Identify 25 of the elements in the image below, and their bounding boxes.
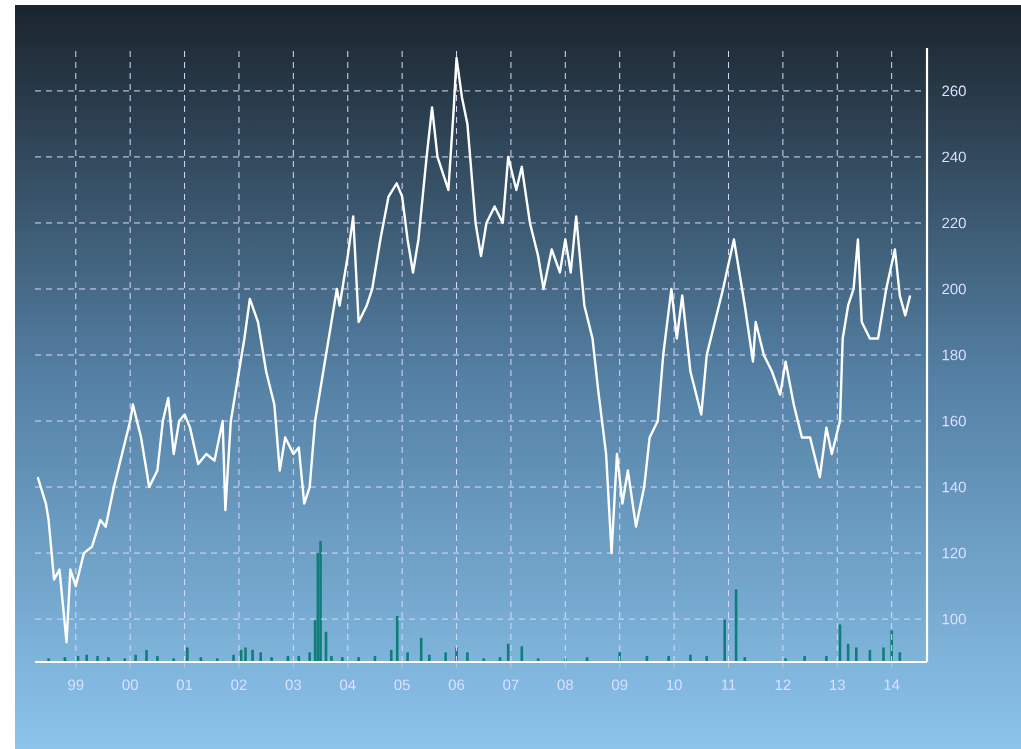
- y-tick-label: 240: [942, 151, 966, 163]
- y-tick-label: 140: [942, 481, 966, 493]
- y-tick-label: 180: [942, 349, 966, 361]
- y-tick-label: 120: [942, 547, 966, 559]
- x-tick-label: 11: [721, 679, 736, 690]
- x-tick-label: 08: [557, 679, 573, 691]
- y-tick-label: 100: [942, 613, 966, 625]
- x-tick-label: 99: [68, 679, 84, 691]
- x-tick-label: 13: [830, 679, 845, 691]
- y-tick-label: 260: [942, 85, 966, 97]
- x-tick-label: 09: [611, 679, 628, 691]
- x-tick-label: 06: [448, 679, 465, 691]
- x-tick-label: 12: [775, 679, 791, 690]
- x-tick-label: 10: [666, 679, 682, 691]
- x-tick-label: 03: [285, 679, 302, 691]
- x-tick-label: 04: [340, 679, 356, 691]
- x-tick-label: 02: [231, 679, 247, 691]
- x-tick-label: 14: [884, 679, 900, 690]
- y-tick-label: 220: [942, 217, 966, 229]
- x-tick-label: 01: [176, 679, 193, 691]
- y-tick-label: 200: [942, 283, 966, 295]
- y-tick-label: 160: [942, 415, 966, 427]
- x-tick-label: 05: [394, 679, 410, 691]
- x-tick-label: 00: [122, 679, 138, 691]
- x-tick-label: 07: [503, 679, 519, 691]
